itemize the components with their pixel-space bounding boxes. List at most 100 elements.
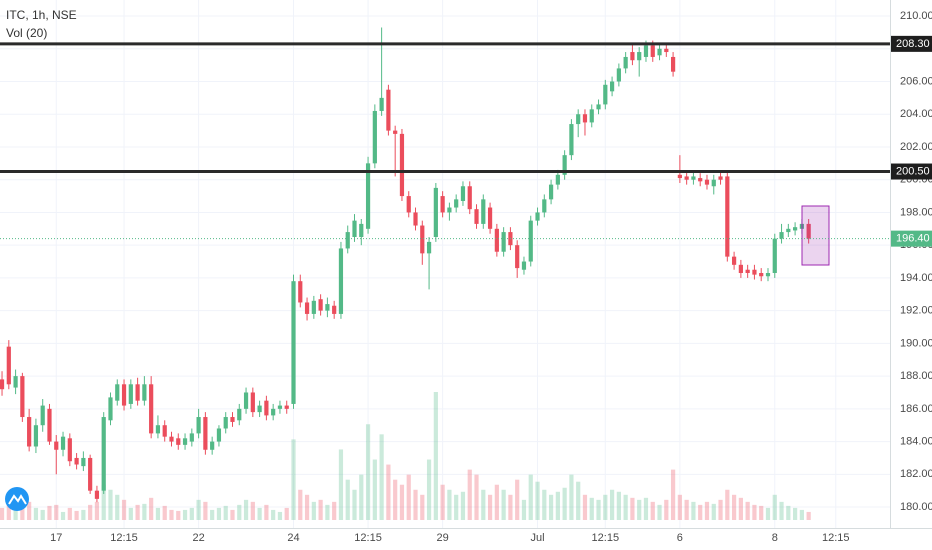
volume-bar (406, 474, 411, 520)
candle-body (169, 436, 174, 442)
candle-body (623, 56, 628, 69)
level-label: 200.50 (896, 165, 930, 177)
volume-bar (793, 507, 798, 520)
candle-body (345, 232, 350, 249)
volume-bar (142, 503, 147, 520)
volume-bar (345, 479, 350, 520)
volume-bar (311, 501, 316, 520)
candle-body (806, 223, 811, 239)
candle-body (386, 89, 391, 131)
candle-body (311, 300, 316, 314)
y-tick-label: 192.00 (900, 305, 932, 317)
candle-body (582, 114, 588, 123)
candle-body (731, 256, 737, 265)
candle-body (555, 174, 560, 185)
volume-bar (731, 494, 737, 520)
candles (0, 27, 811, 503)
candle-body (521, 261, 527, 270)
volume-bar (60, 511, 66, 520)
volume-bar (603, 494, 608, 520)
candle-body (304, 302, 310, 314)
volume-bar (447, 489, 452, 520)
volume-bar (108, 489, 113, 520)
candle-body (318, 299, 323, 311)
candle-body (216, 428, 222, 442)
volume-bar (460, 491, 466, 520)
x-tick-label: 8 (772, 532, 778, 544)
candle-body (210, 441, 215, 450)
candle-body (759, 273, 764, 277)
volume-bar (386, 464, 391, 520)
volume-bar (257, 507, 262, 520)
candle-body (332, 305, 337, 314)
y-tick-label: 190.00 (900, 337, 932, 349)
candle-body (379, 97, 384, 111)
candle-body (155, 425, 161, 434)
volume-bar (548, 494, 554, 520)
y-tick-label: 186.00 (900, 403, 932, 415)
candle-body (433, 187, 438, 237)
candle-body (338, 248, 344, 314)
volume-bar (135, 504, 140, 520)
candle-body (284, 405, 289, 409)
y-tick-label: 188.00 (900, 370, 932, 382)
candle-body (725, 176, 730, 257)
candle-body (372, 110, 377, 164)
volume-bar (664, 499, 669, 520)
x-tick-label: 12:15 (110, 532, 138, 544)
candle-body (101, 417, 106, 491)
candle-body (474, 209, 479, 224)
volume-bar (365, 424, 371, 520)
candle-body (643, 45, 649, 57)
volume-bar (481, 489, 486, 520)
level-label-bg (891, 163, 932, 180)
y-tick-label: 206.00 (900, 75, 932, 87)
candle-body (0, 379, 5, 390)
logo-mark (8, 494, 27, 505)
candle-body (786, 228, 791, 233)
volume-bar (440, 484, 445, 520)
candle-body (738, 264, 743, 274)
candle-body (203, 417, 208, 450)
candle-body (81, 457, 86, 467)
last-price-label: 196.40 (896, 233, 930, 245)
volume-bar (88, 504, 93, 520)
candle-body (176, 438, 181, 445)
candle-body (684, 176, 689, 180)
candle-body (399, 133, 405, 197)
volume-bar (298, 489, 303, 520)
candle-body (60, 436, 66, 450)
candle-body (487, 207, 493, 229)
candle-body (718, 176, 723, 180)
candle-body (88, 457, 93, 491)
volume-bar (94, 501, 100, 520)
volume-bar (230, 509, 235, 520)
candle-body (6, 346, 11, 385)
volume-bar (474, 474, 479, 520)
candle-body (515, 245, 520, 269)
candle-body (765, 273, 771, 277)
volume-bar (0, 507, 5, 520)
y-tick-label: 194.00 (900, 272, 932, 284)
volume-bar (494, 484, 499, 520)
candle-body (793, 227, 798, 231)
volume-bar (27, 501, 32, 520)
volume-bar (698, 504, 703, 520)
indicator-label: Vol (20) (6, 26, 47, 40)
volume-bar (799, 509, 804, 520)
x-tick-label: 24 (287, 532, 299, 544)
candle-body (494, 228, 499, 252)
volume-bar (81, 509, 86, 520)
candle-body (420, 225, 425, 254)
volume-bar (426, 459, 432, 520)
volume-bar (623, 494, 628, 520)
volume-bar (542, 489, 547, 520)
volume-bar (291, 439, 296, 520)
volume-bar (535, 481, 540, 520)
volume-bar (40, 509, 45, 520)
candle-body (698, 178, 703, 182)
candle-body (589, 109, 594, 123)
x-tick-label: 12:15 (354, 532, 382, 544)
volume-bar (759, 505, 764, 520)
